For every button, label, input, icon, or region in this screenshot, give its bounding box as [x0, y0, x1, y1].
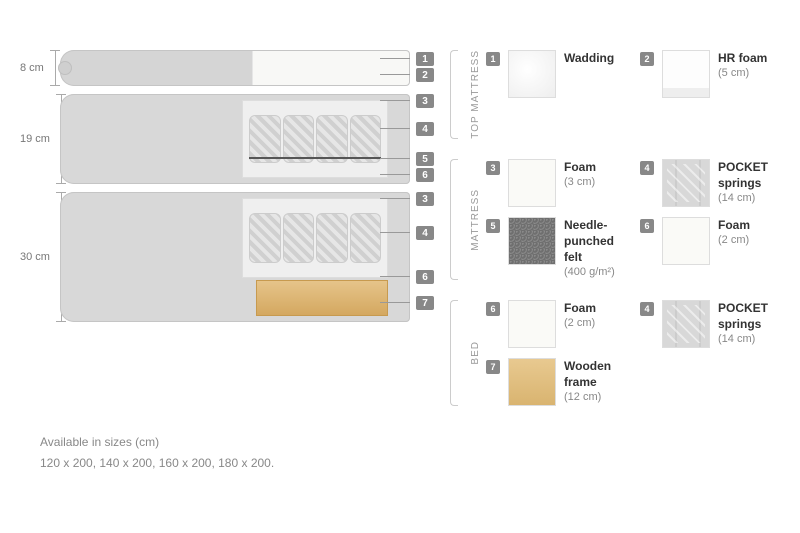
item-detail: (12 cm) — [564, 390, 626, 405]
dim-label-top: 8 cm — [20, 62, 44, 74]
item-number: 1 — [486, 52, 500, 66]
layer-mattress: 3 4 5 6 — [60, 94, 410, 184]
section-label: BED — [464, 300, 486, 406]
legend-item: 6 Foam(2 cm) — [640, 217, 780, 280]
sizes-heading: Available in sizes (cm) — [40, 432, 274, 452]
legend-item: 7 Wooden frame(12 cm) — [486, 358, 626, 406]
material-swatch — [662, 159, 710, 207]
item-title: Foam — [564, 300, 596, 316]
item-number: 3 — [486, 161, 500, 175]
marker: 7 — [416, 296, 434, 310]
sizes-list: 120 x 200, 140 x 200, 160 x 200, 180 x 2… — [40, 453, 274, 473]
material-swatch — [662, 217, 710, 265]
material-swatch — [508, 159, 556, 207]
dim-label-mid: 19 cm — [20, 133, 50, 145]
material-swatch — [508, 358, 556, 406]
item-title: Wooden frame — [564, 358, 626, 390]
material-swatch — [508, 50, 556, 98]
material-swatch — [662, 300, 710, 348]
item-detail: (5 cm) — [718, 66, 767, 81]
item-title: HR foam — [718, 50, 767, 66]
mattress-diagram: 8 cm 19 cm 30 cm 1 2 — [0, 0, 800, 533]
item-title: Needle-punched felt — [564, 217, 626, 266]
item-number: 6 — [640, 219, 654, 233]
section-label: MATTRESS — [464, 159, 486, 280]
marker: 3 — [416, 94, 434, 108]
marker: 3 — [416, 192, 434, 206]
layer-bed: 3 4 6 7 — [60, 192, 410, 322]
marker: 4 — [416, 122, 434, 136]
item-number: 4 — [640, 161, 654, 175]
legend-item: 3 Foam(3 cm) — [486, 159, 626, 207]
item-detail: (400 g/m²) — [564, 265, 626, 280]
legend-item: 6 Foam(2 cm) — [486, 300, 626, 348]
item-detail: (3 cm) — [564, 175, 596, 190]
sizes-text: Available in sizes (cm) 120 x 200, 140 x… — [40, 432, 274, 473]
legend-section: TOP MATTRESS1 Wadding 2 HR foam(5 cm) — [450, 50, 780, 139]
legend-item: 2 HR foam(5 cm) — [640, 50, 780, 139]
marker: 4 — [416, 226, 434, 240]
item-number: 5 — [486, 219, 500, 233]
legend-panel: TOP MATTRESS1 Wadding 2 HR foam(5 cm) MATTRE… — [420, 0, 800, 533]
dim-label-bed: 30 cm — [20, 251, 50, 263]
wooden-frame — [256, 280, 388, 316]
cross-section-panel: 8 cm 19 cm 30 cm 1 2 — [0, 0, 420, 533]
legend-item: 5 Needle-punched felt(400 g/m²) — [486, 217, 626, 280]
layer-stack: 1 2 3 4 5 6 — [60, 50, 410, 322]
marker: 5 — [416, 152, 434, 166]
item-title: Foam — [718, 217, 750, 233]
material-swatch — [508, 217, 556, 265]
item-detail: (14 cm) — [718, 332, 780, 347]
marker: 1 — [416, 52, 434, 66]
legend-section: MATTRESS3Foam(3 cm)4POCKET springs(14 cm… — [450, 159, 780, 280]
item-detail: (2 cm) — [718, 233, 750, 248]
item-title: Foam — [564, 159, 596, 175]
item-number: 4 — [640, 302, 654, 316]
item-title: Wadding — [564, 50, 614, 66]
marker: 2 — [416, 68, 434, 82]
item-title: POCKET springs — [718, 159, 780, 191]
item-number: 2 — [640, 52, 654, 66]
item-title: POCKET springs — [718, 300, 780, 332]
legend-item: 4 POCKET springs(14 cm) — [640, 300, 780, 348]
legend-item: 1 Wadding — [486, 50, 626, 139]
legend-section: BED6 Foam(2 cm) 4 POCKET springs(14 cm) 7 Woo… — [450, 300, 780, 406]
layer-top-mattress: 1 2 — [60, 50, 410, 86]
item-number: 7 — [486, 360, 500, 374]
item-detail: (14 cm) — [718, 191, 780, 206]
material-swatch — [508, 300, 556, 348]
marker: 6 — [416, 270, 434, 284]
legend-item: 4 POCKET springs(14 cm) — [640, 159, 780, 207]
item-detail: (2 cm) — [564, 316, 596, 331]
section-label: TOP MATTRESS — [464, 50, 486, 139]
item-number: 6 — [486, 302, 500, 316]
marker: 6 — [416, 168, 434, 182]
material-swatch — [662, 50, 710, 98]
